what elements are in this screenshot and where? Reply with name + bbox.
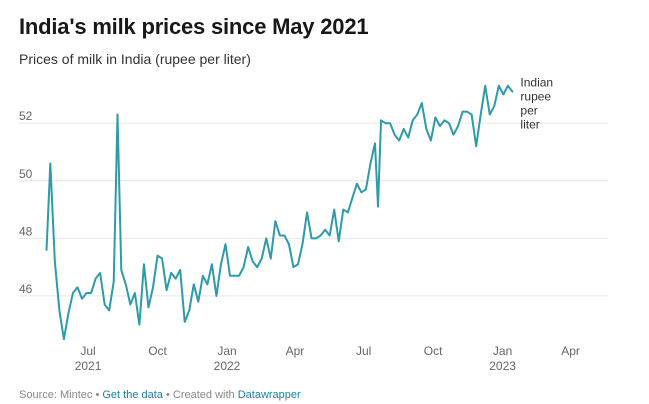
- series-label-line: liter: [520, 118, 539, 132]
- x-tick-label: Jan: [493, 344, 512, 358]
- chart-title: India's milk prices since May 2021: [19, 14, 369, 39]
- separator: •: [165, 389, 170, 401]
- series-label-line: Indian: [520, 76, 553, 90]
- x-tick-label: Oct: [424, 344, 443, 358]
- x-tick-label: Jan: [217, 344, 236, 358]
- series-label-line: per: [520, 104, 537, 118]
- footer: Source: Mintec • Get the data • Created …: [19, 389, 301, 401]
- get-data-link[interactable]: Get the data: [102, 389, 163, 401]
- created-with-text: Created with: [172, 389, 235, 401]
- gridlines: [19, 122, 608, 297]
- source-text: Source: Mintec: [19, 389, 93, 401]
- y-axis: 46 48 50 52: [19, 109, 33, 296]
- datawrapper-link[interactable]: Datawrapper: [237, 389, 301, 401]
- x-tick-label: Apr: [561, 344, 580, 358]
- separator: •: [95, 389, 100, 401]
- x-tick-year-label: 2023: [489, 359, 516, 373]
- series-layer: [45, 84, 514, 341]
- x-tick-label: Jul: [356, 344, 371, 358]
- series-line: [45, 84, 514, 341]
- x-tick-year-label: 2021: [75, 359, 102, 373]
- y-tick-label: 48: [19, 224, 33, 238]
- x-tick-year-label: 2022: [214, 359, 241, 373]
- chart-subtitle: Prices of milk in India (rupee per liter…: [19, 51, 251, 67]
- y-tick-label: 52: [19, 109, 33, 123]
- x-tick-label: Oct: [148, 344, 167, 358]
- y-tick-label: 46: [19, 282, 33, 296]
- x-tick-label: Jul: [80, 344, 95, 358]
- y-tick-label: 50: [19, 167, 33, 181]
- x-tick-label: Apr: [286, 344, 305, 358]
- series-label-line: rupee: [520, 90, 551, 104]
